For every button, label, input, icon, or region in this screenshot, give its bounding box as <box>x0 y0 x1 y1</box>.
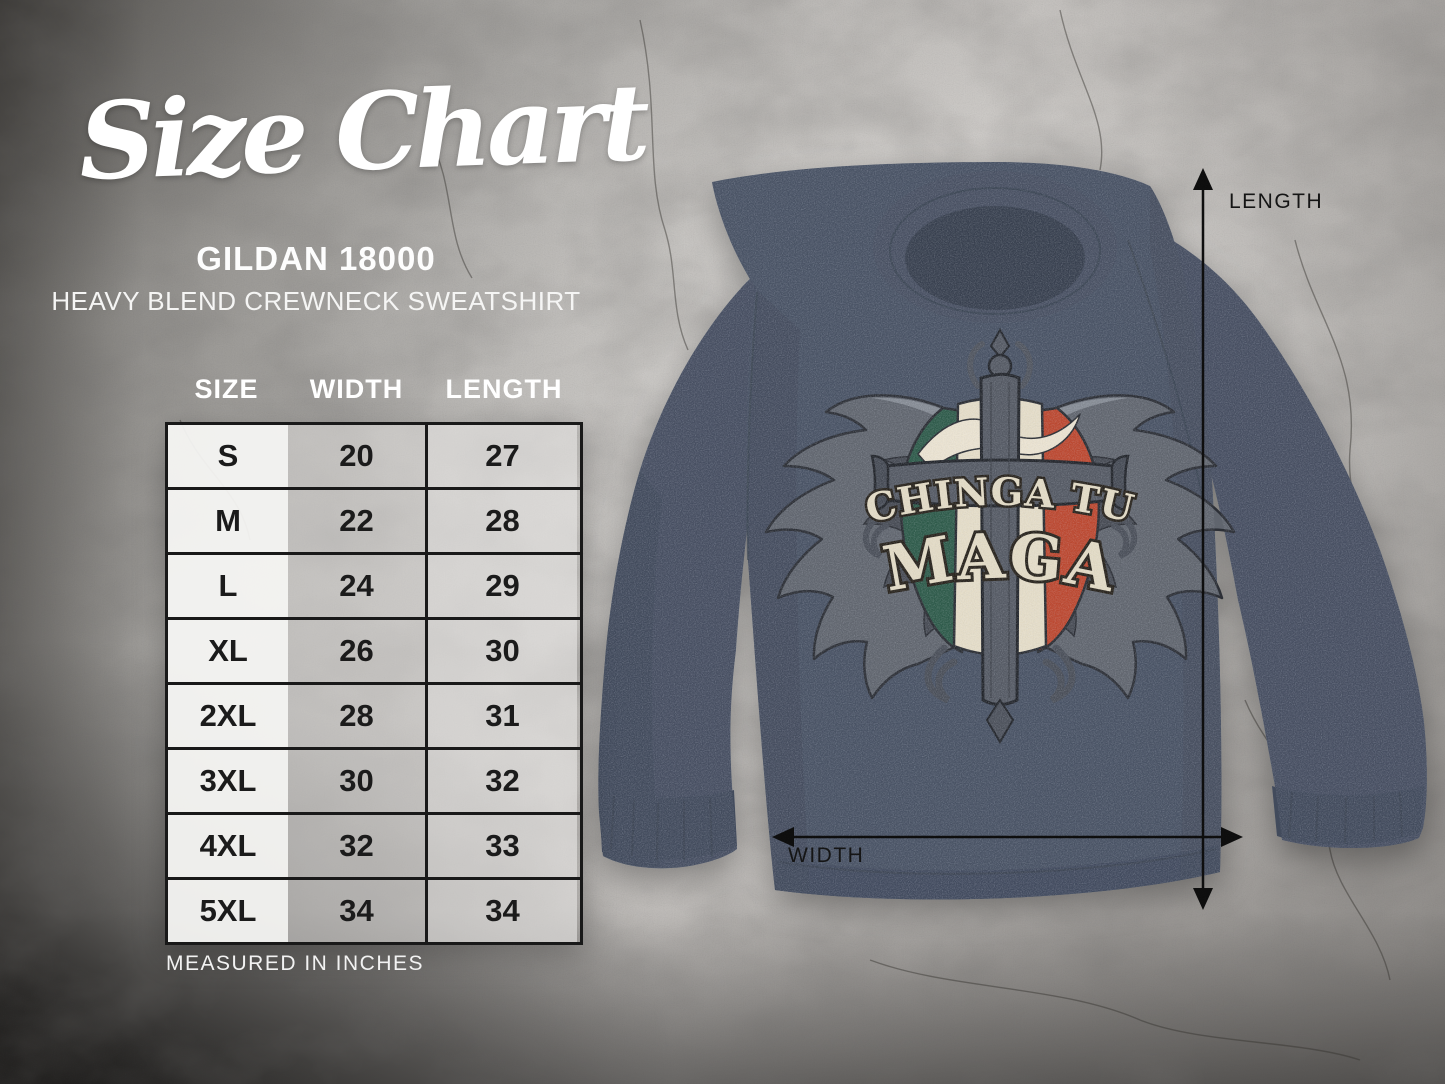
width-cell: 28 <box>288 685 425 747</box>
width-cell: 22 <box>288 490 425 552</box>
size-cell: L <box>168 555 288 617</box>
column-header-length: LENGTH <box>445 373 563 404</box>
product-name: HEAVY BLEND CREWNECK SWEATSHIRT <box>51 286 581 316</box>
size-cell: 2XL <box>168 685 288 747</box>
width-cell: 26 <box>288 620 425 682</box>
length-cell: 34 <box>425 880 577 942</box>
table-header-row: SIZE WIDTH LENGTH <box>165 372 583 406</box>
column-header-width: WIDTH <box>309 373 404 404</box>
table-row: L 24 29 <box>168 552 580 617</box>
brand-name: GILDAN 18000 <box>196 240 436 277</box>
size-cell: 3XL <box>168 750 288 812</box>
size-table: S 20 27 M 22 28 L 24 29 XL 26 30 2XL 28 … <box>165 422 583 945</box>
length-cell: 33 <box>425 815 577 877</box>
table-row: 4XL 32 33 <box>168 812 580 877</box>
table-row: 2XL 28 31 <box>168 682 580 747</box>
size-cell: XL <box>168 620 288 682</box>
size-cell: 4XL <box>168 815 288 877</box>
table-row: 3XL 30 32 <box>168 747 580 812</box>
width-cell: 24 <box>288 555 425 617</box>
length-cell: 31 <box>425 685 577 747</box>
size-cell: S <box>168 425 288 487</box>
length-cell: 28 <box>425 490 577 552</box>
length-cell: 30 <box>425 620 577 682</box>
table-row: M 22 28 <box>168 487 580 552</box>
width-cell: 34 <box>288 880 425 942</box>
size-cell: 5XL <box>168 880 288 942</box>
table-row: 5XL 34 34 <box>168 877 580 942</box>
column-header-size: SIZE <box>194 373 259 404</box>
length-cell: 27 <box>425 425 577 487</box>
width-cell: 20 <box>288 425 425 487</box>
length-cell: 32 <box>425 750 577 812</box>
length-cell: 29 <box>425 555 577 617</box>
units-note: MEASURED IN INCHES <box>166 952 425 975</box>
width-cell: 30 <box>288 750 425 812</box>
width-cell: 32 <box>288 815 425 877</box>
table-row: XL 26 30 <box>168 617 580 682</box>
table-row: S 20 27 <box>168 425 580 487</box>
size-cell: M <box>168 490 288 552</box>
page-title: Size Chart <box>76 59 648 204</box>
